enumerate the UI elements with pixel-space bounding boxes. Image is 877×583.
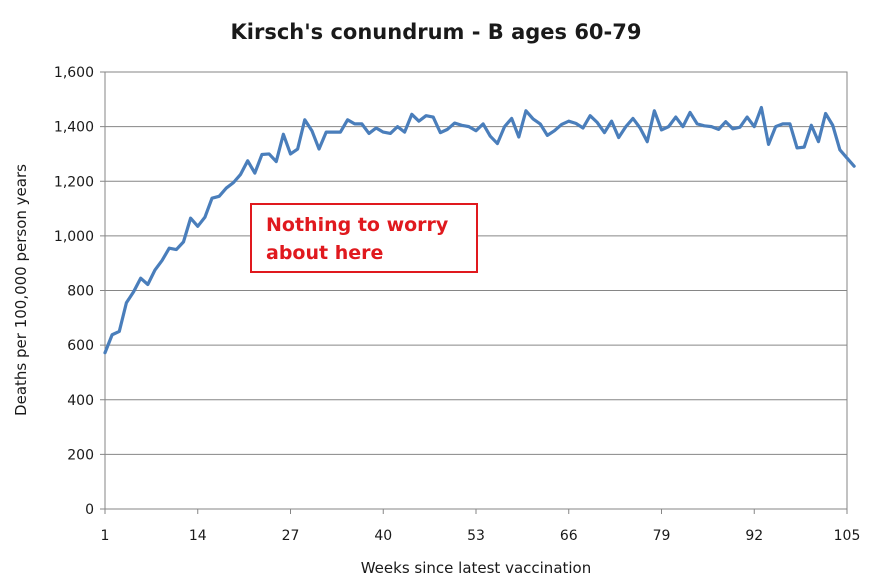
x-tick-label: 66 (560, 528, 578, 544)
annotation-box: Nothing to worry about here (250, 203, 478, 273)
y-tick-label: 1,400 (54, 120, 94, 136)
x-tick-label: 105 (834, 528, 861, 544)
y-tick-label: 600 (67, 338, 94, 354)
x-axis-ticks: 1 14 27 40 53 66 79 92 105 (101, 509, 861, 544)
y-tick-label: 0 (85, 502, 94, 518)
y-tick-label: 400 (67, 393, 94, 409)
chart-title: Kirsch's conundrum - B ages 60-79 (231, 20, 642, 44)
annotation-line-1: Nothing to worry (266, 214, 449, 236)
x-tick-label: 40 (374, 528, 392, 544)
y-tick-label: 1,600 (54, 65, 94, 81)
x-tick-label: 79 (653, 528, 671, 544)
x-tick-label: 14 (189, 528, 207, 544)
y-axis-ticks: 0 200 400 600 800 1,000 1,200 1,400 1,600 (54, 65, 105, 518)
x-tick-label: 53 (467, 528, 485, 544)
x-tick-label: 92 (745, 528, 763, 544)
y-tick-label: 1,000 (54, 229, 94, 245)
x-tick-label: 27 (282, 528, 300, 544)
x-axis-label: Weeks since latest vaccination (361, 559, 592, 577)
plot-area-border (104, 71, 848, 510)
series-line (103, 105, 856, 355)
annotation-line-2: about here (266, 242, 384, 264)
y-tick-label: 1,200 (54, 174, 94, 190)
x-tick-label: 1 (101, 528, 110, 544)
y-tick-label: 800 (67, 284, 94, 300)
y-tick-label: 200 (67, 447, 94, 463)
y-axis-label: Deaths per 100,000 person years (12, 164, 30, 416)
